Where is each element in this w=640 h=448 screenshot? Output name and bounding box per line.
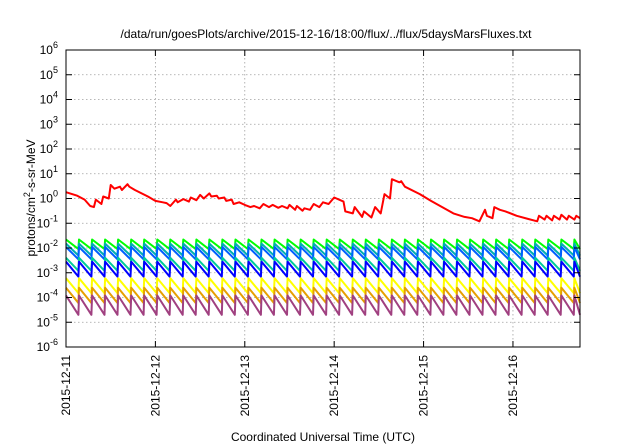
x-tick-label: 2015-12-16 <box>506 355 520 417</box>
y-tick-label: 100 <box>40 189 58 206</box>
grid <box>66 50 580 347</box>
y-tick-exponent: -3 <box>50 263 58 273</box>
series-line-6 <box>65 260 581 278</box>
y-tick-label: 101 <box>40 164 58 181</box>
y-tick-label: 104 <box>40 90 58 107</box>
y-tick-base: 10 <box>37 291 51 305</box>
y-tick-label: 10-4 <box>37 288 58 305</box>
y-tick-label: 10-5 <box>37 312 58 329</box>
chart-title: /data/run/goesPlots/archive/2015-12-16/1… <box>121 27 533 41</box>
y-tick-base: 10 <box>40 68 54 82</box>
series-line-9 <box>65 294 581 316</box>
y-axis-label: protons/cm2-s-sr-MeV <box>22 139 38 256</box>
series-layer <box>65 178 581 316</box>
y-tick-label: 10-3 <box>37 263 58 280</box>
y-tick-exponent: 3 <box>53 114 58 124</box>
y-tick-base: 10 <box>40 93 54 107</box>
y-tick-base: 10 <box>37 266 51 280</box>
x-tick-label: 2015-12-13 <box>238 355 252 417</box>
y-tick-label: 102 <box>40 139 58 156</box>
y-tick-label: 10-2 <box>37 238 58 255</box>
y-tick-label: 103 <box>40 114 58 131</box>
y-tick-exponent: -2 <box>50 238 58 248</box>
y-tick-label: 106 <box>40 40 58 57</box>
y-tick-label: 10-1 <box>37 213 58 230</box>
y-tick-exponent: -1 <box>50 213 58 223</box>
y-tick-exponent: -6 <box>50 337 58 347</box>
x-tick-label: 2015-12-12 <box>148 355 162 417</box>
x-tick-label: 2015-12-15 <box>417 355 431 417</box>
y-tick-label: 10-6 <box>37 337 58 354</box>
y-tick-base: 10 <box>37 340 51 354</box>
ticks: 10-610-510-410-310-210-11001011021031041… <box>37 40 580 416</box>
y-tick-base: 10 <box>40 167 54 181</box>
y-tick-base: 10 <box>40 43 54 57</box>
y-tick-label: 105 <box>40 65 58 82</box>
y-tick-exponent: -5 <box>50 312 58 322</box>
y-tick-exponent: 2 <box>53 139 58 149</box>
x-tick-label: 2015-12-14 <box>327 355 341 417</box>
y-tick-exponent: 1 <box>53 164 58 174</box>
y-tick-base: 10 <box>40 142 54 156</box>
y-tick-exponent: 6 <box>53 40 58 50</box>
y-tick-exponent: -4 <box>50 288 58 298</box>
y-axis-label-part1: protons/cm <box>24 197 38 256</box>
y-tick-base: 10 <box>40 192 54 206</box>
y-tick-exponent: 5 <box>53 65 58 75</box>
y-axis-label-exp: 2 <box>22 192 32 197</box>
y-tick-base: 10 <box>37 315 51 329</box>
x-axis-label: Coordinated Universal Time (UTC) <box>231 430 415 444</box>
y-tick-base: 10 <box>37 241 51 255</box>
series-line-1 <box>65 178 581 223</box>
x-tick-label: 2015-12-11 <box>59 355 73 416</box>
y-tick-exponent: 4 <box>53 90 58 100</box>
y-axis-label-part2: -s-sr-MeV <box>24 139 38 192</box>
y-tick-exponent: 0 <box>53 189 58 199</box>
y-tick-base: 10 <box>40 117 54 131</box>
y-tick-base: 10 <box>37 216 51 230</box>
